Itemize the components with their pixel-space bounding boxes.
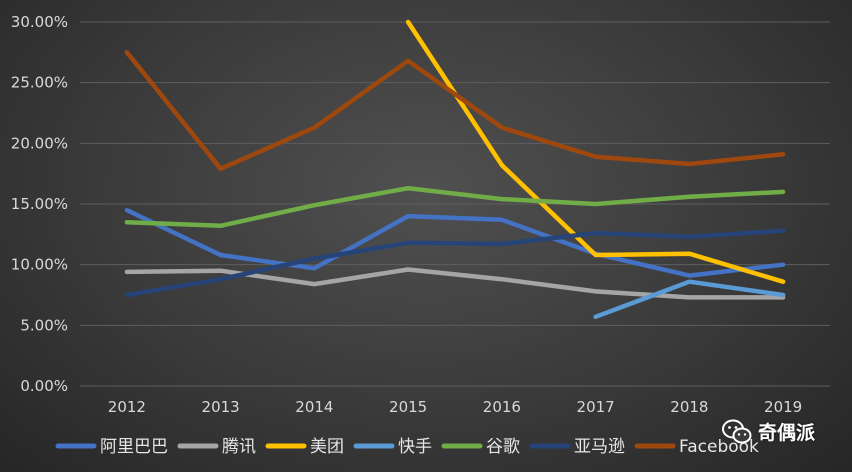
y-tick-label: 20.00% <box>11 134 68 152</box>
wechat-icon <box>722 419 752 443</box>
y-tick-label: 5.00% <box>20 316 68 334</box>
watermark-text: 奇偶派 <box>758 422 816 444</box>
legend: 阿里巴巴 腾讯 美团 快手 谷歌 亚马逊 Facebook <box>55 437 759 457</box>
series-line-6 <box>124 50 786 172</box>
legend-label: 快手 <box>398 437 432 457</box>
x-tick-label: 2013 <box>202 398 240 416</box>
x-tick-label: 2015 <box>389 398 427 416</box>
legend-label: 亚马逊 <box>574 437 625 457</box>
x-axis: 2012 2013 2014 2015 2016 2017 2018 2019 <box>108 398 802 416</box>
series-line-3 <box>593 279 786 320</box>
legend-item-1: 腾讯 <box>177 437 256 457</box>
legend-label: 腾讯 <box>222 437 256 457</box>
series-line-0 <box>124 207 786 278</box>
legend-label: 阿里巴巴 <box>100 437 168 457</box>
legend-item-2: 美团 <box>265 437 344 457</box>
series-line-2 <box>405 19 786 284</box>
x-tick-label: 2014 <box>295 398 333 416</box>
legend-item-5: 亚马逊 <box>529 437 625 457</box>
x-tick-label: 2019 <box>764 398 802 416</box>
x-tick-label: 2017 <box>577 398 615 416</box>
y-tick-label: 15.00% <box>11 195 68 213</box>
y-tick-label: 30.00% <box>11 13 68 31</box>
series-line-1 <box>124 267 786 300</box>
watermark: 奇偶派 <box>722 418 815 445</box>
legend-item-0: 阿里巴巴 <box>55 437 168 457</box>
y-tick-label: 10.00% <box>11 256 68 274</box>
x-tick-label: 2018 <box>670 398 708 416</box>
series-line-4 <box>124 185 786 229</box>
y-tick-label: 25.00% <box>11 74 68 92</box>
y-tick-label: 0.00% <box>20 377 68 395</box>
gridlines <box>80 21 830 387</box>
series-lines <box>124 19 786 320</box>
x-tick-label: 2016 <box>483 398 521 416</box>
legend-label: 谷歌 <box>486 437 520 457</box>
legend-item-4: 谷歌 <box>441 437 520 457</box>
legend-label: 美团 <box>310 437 344 457</box>
y-axis: 0.00% 5.00% 10.00% 15.00% 20.00% 25.00% 30.00% <box>11 13 68 395</box>
legend-item-3: 快手 <box>353 437 432 457</box>
x-tick-label: 2012 <box>108 398 146 416</box>
series-line-5 <box>124 228 786 298</box>
